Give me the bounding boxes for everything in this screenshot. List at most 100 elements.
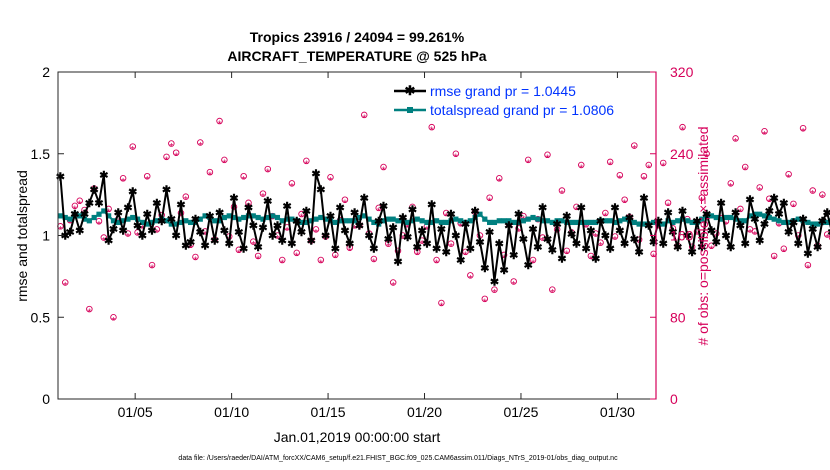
rmse-point: ✱ <box>229 193 238 205</box>
totalspread-point <box>337 218 343 224</box>
rmse-point: ✱ <box>302 206 311 218</box>
obs-assimilated-point: * <box>541 236 545 247</box>
y-right-tick-label: 80 <box>670 309 686 325</box>
obs-possible-point <box>645 161 653 169</box>
totalspread-point <box>805 219 811 226</box>
rmse-point: ✱ <box>779 198 788 210</box>
obs-assimilated-point: * <box>787 173 791 184</box>
obs-assimilated-point: * <box>184 195 188 206</box>
obs-assimilated-point: * <box>608 160 612 171</box>
obs-assimilated-point: * <box>406 223 410 234</box>
obs-possible-point <box>809 187 816 194</box>
obs-assimilated-point: * <box>536 218 540 229</box>
totalspread-point <box>814 221 821 227</box>
rmse-point: ✱ <box>765 206 774 218</box>
rmse-point: ✱ <box>152 198 161 210</box>
obs-assimilated-point: * <box>550 288 554 299</box>
obs-assimilated-point: * <box>623 198 627 209</box>
obs-possible-point <box>679 123 686 131</box>
rmse-point: ✱ <box>191 214 200 226</box>
obs-possible-point <box>828 235 830 241</box>
plot-area <box>58 72 656 399</box>
obs-assimilated-point: * <box>719 217 723 228</box>
rmse-point: ✱ <box>311 168 320 180</box>
totalspread-point <box>438 219 444 226</box>
x-tick-label: 01/05 <box>118 404 153 420</box>
legend: ✱ rmse grand pr = 1.0445 totalspread gra… <box>394 83 614 118</box>
totalspread-point <box>665 218 671 224</box>
obs-assimilated-point: * <box>300 213 304 224</box>
obs-assimilated-point: * <box>382 166 386 177</box>
rmse-point: ✱ <box>736 221 745 233</box>
totalspread-point <box>120 218 126 224</box>
rmse-point: ✱ <box>114 208 123 220</box>
rmse-point: ✱ <box>109 224 118 236</box>
rmse-point: ✱ <box>451 231 460 243</box>
left-axis: 0 0.5 1 1.5 2 <box>31 64 64 407</box>
rmse-point: ✱ <box>707 226 716 238</box>
rmse-point: ✱ <box>654 216 663 228</box>
rmse-point: ✱ <box>297 227 306 239</box>
obs-assimilated-point: * <box>155 228 159 239</box>
rmse-point: ✱ <box>591 253 600 265</box>
y-right-tick-label: 0 <box>670 391 678 407</box>
obs-possible-point <box>442 209 450 217</box>
data-file-footer: data file: /Users/raeder/DAI/ATM_forcXX/… <box>178 455 618 462</box>
rmse-point: ✱ <box>384 234 393 246</box>
obs-possible-point <box>602 209 609 217</box>
obs-assimilated-point: * <box>700 196 704 207</box>
obs-possible-point <box>823 231 830 238</box>
totalspread-point <box>699 216 705 222</box>
totalspread-point <box>178 219 184 226</box>
obs-assimilated-point: * <box>218 120 222 131</box>
totalspread-point <box>544 218 551 224</box>
rmse-point: ✱ <box>688 247 697 259</box>
obs-assimilated-point: * <box>632 144 636 155</box>
totalspread-point <box>250 213 256 219</box>
y-left-tick-label: 0.5 <box>31 309 51 325</box>
obs-assimilated-point: * <box>488 196 492 207</box>
rmse-point: ✱ <box>538 203 547 215</box>
rmse-point: ✱ <box>471 206 480 218</box>
rmse-point: ✱ <box>533 242 542 254</box>
rmse-point: ✱ <box>326 211 335 223</box>
rmse-point: ✱ <box>635 247 644 259</box>
obs-possible-point <box>245 199 252 207</box>
rmse-point: ✱ <box>557 253 566 265</box>
obs-possible-point <box>664 199 672 207</box>
obs-possible-point <box>76 197 83 205</box>
obs-assimilated-point: * <box>743 166 747 177</box>
obs-possible-point <box>481 295 489 303</box>
rmse-point: ✱ <box>128 186 137 198</box>
obs-assimilated-point: * <box>420 239 424 250</box>
obs-assimilated-point: * <box>329 176 333 187</box>
totalspread-point <box>824 219 830 226</box>
rmse-point: ✱ <box>528 224 537 236</box>
totalspread-point <box>289 216 295 222</box>
obs-possible-point <box>452 150 460 157</box>
rmse-point: ✱ <box>770 193 779 205</box>
obs-assimilated-point: * <box>165 155 169 166</box>
obs-assimilated-point: * <box>772 255 776 266</box>
rmse-point: ✱ <box>456 255 465 267</box>
totalspread-point <box>752 211 758 217</box>
rmse-point: ✱ <box>398 213 407 225</box>
rmse-point: ✱ <box>446 209 455 221</box>
obs-possible-point <box>640 172 648 180</box>
obs-possible-point <box>293 249 300 257</box>
totalspread-point <box>57 213 64 219</box>
obs-possible-point <box>341 196 349 203</box>
obs-possible-point <box>148 261 156 269</box>
obs-assimilated-point: * <box>290 182 294 193</box>
y-right-tick-label: 240 <box>670 146 694 162</box>
rmse-point: ✱ <box>813 242 822 254</box>
rmse-point: ✱ <box>104 235 113 247</box>
totalspread-point <box>578 219 584 226</box>
obs-possible-point <box>298 210 305 218</box>
obs-assimilated-point: * <box>386 242 390 253</box>
totalspread-point <box>424 219 430 226</box>
rmse-point: ✱ <box>495 239 504 251</box>
obs-possible-point <box>659 159 667 167</box>
obs-possible-point <box>799 124 807 132</box>
rmse-point: ✱ <box>683 231 692 243</box>
